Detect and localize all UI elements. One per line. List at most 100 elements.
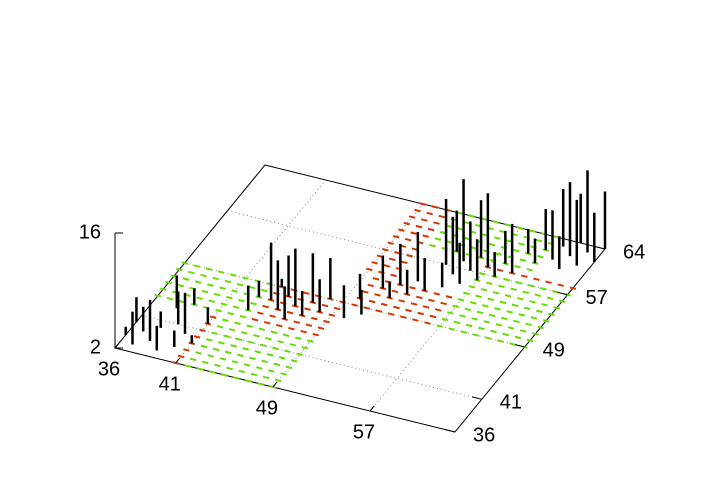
floor-dash [381, 302, 388, 307]
floor-dash [207, 354, 214, 358]
floor-dash [428, 298, 435, 303]
floor-dash [367, 283, 374, 288]
floor-dash [183, 348, 190, 352]
floor-dash [558, 299, 566, 304]
floor-region [184, 318, 314, 389]
floor-dash [440, 301, 447, 306]
floor-dash [493, 236, 501, 240]
floor-dash [504, 294, 512, 298]
floor-dash [351, 303, 358, 307]
z-tick-label: 2 [90, 336, 101, 358]
y-tick-label: 36 [473, 424, 495, 446]
floor-dash [224, 279, 232, 284]
floor-dash [518, 242, 525, 246]
y-tick-label: 41 [500, 392, 522, 414]
floor-dash [542, 319, 550, 323]
floor-dash [382, 248, 389, 252]
floor-dash [188, 270, 195, 275]
floor-dash [182, 277, 190, 281]
floor-dash [268, 369, 275, 373]
floor-dash [499, 300, 507, 305]
floor-dash [494, 307, 501, 311]
floor-dash [405, 308, 412, 313]
floor-dash [165, 280, 172, 285]
floor-dash [184, 364, 192, 368]
y-tick [595, 246, 606, 250]
floor-dash [258, 327, 266, 331]
floor-dash [466, 323, 473, 328]
floor-dash [438, 214, 446, 219]
floor-dash [247, 340, 255, 345]
floor-dash [488, 242, 496, 247]
floor-dash [498, 284, 505, 289]
floor-dash [374, 293, 381, 297]
floor-dash [511, 303, 519, 308]
floor-dash [401, 260, 408, 265]
floor-dash [372, 277, 380, 281]
floor-dash [521, 274, 528, 278]
floor-dash [416, 295, 423, 300]
x-tick-label: 49 [256, 397, 278, 419]
floor-dash [509, 342, 516, 346]
floor-dash [189, 357, 197, 362]
floor-dash [517, 297, 524, 301]
floor-dash [269, 314, 276, 318]
floor-dash [166, 296, 174, 301]
floor-dash [307, 339, 314, 343]
floor-dash [194, 280, 202, 284]
floor-dash [289, 343, 297, 347]
floor-dash [463, 291, 470, 296]
z-tick-label: 16 [79, 221, 101, 243]
floor-dash [404, 237, 412, 242]
floor-dash [291, 359, 298, 363]
floor-dash [212, 347, 220, 352]
floor-dash [206, 338, 213, 342]
floor-dash [468, 214, 475, 218]
floor-dash [201, 289, 209, 294]
floor-dash [205, 267, 213, 271]
floor-dash [398, 228, 405, 232]
floor-dash [375, 309, 383, 313]
floor-dash [219, 286, 226, 290]
x-tick [114, 342, 120, 349]
floor-dash [388, 257, 396, 262]
floor-dash [422, 234, 429, 238]
floor-dash [548, 312, 555, 317]
floor-dash [209, 315, 217, 319]
floor-dash [409, 286, 416, 290]
x-tick-label: 36 [98, 358, 120, 380]
floor-dash [232, 305, 240, 309]
floor-dash [278, 356, 286, 360]
floor-dash [496, 268, 504, 272]
floor-dash [476, 310, 484, 315]
floor-dash [250, 372, 258, 377]
floor-dash [312, 332, 319, 337]
floor-dash [262, 375, 270, 380]
floor-dash [301, 346, 309, 350]
floor-dash [422, 305, 430, 309]
floor-dash [403, 221, 411, 226]
floor-dash [410, 231, 417, 235]
floor-dash [294, 336, 302, 340]
floor-dash [259, 343, 267, 348]
floor-dash [510, 287, 517, 292]
floor-dash [383, 264, 391, 268]
floor-dash [478, 326, 485, 331]
floor-dash [482, 304, 489, 308]
floor-dash [231, 360, 239, 364]
y-tick-label: 64 [623, 241, 645, 263]
floor-dash [366, 267, 373, 272]
floor-dash [436, 324, 443, 328]
floor-dash [272, 346, 279, 351]
y-tick [557, 291, 568, 296]
floor-dash [408, 215, 416, 219]
floor-dash [363, 306, 371, 310]
floor-dash [514, 335, 522, 340]
floor-dash [243, 363, 251, 367]
floor-dash [532, 332, 539, 336]
floor-dash [274, 378, 282, 383]
grid-line [141, 314, 482, 400]
floor-dash [266, 353, 274, 357]
floor-dash [200, 344, 208, 349]
floor-dash [447, 311, 454, 315]
